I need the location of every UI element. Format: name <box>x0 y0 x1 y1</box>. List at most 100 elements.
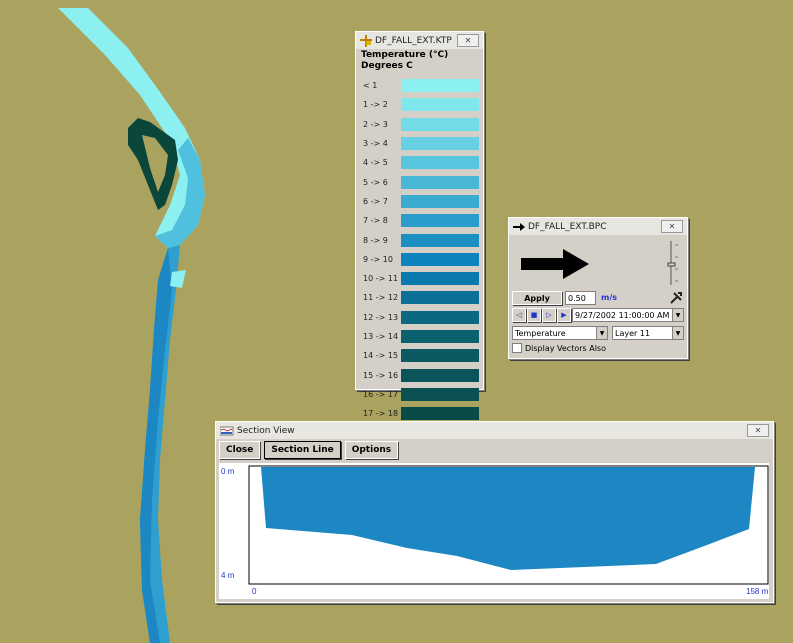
legend-item: 17 -> 18 <box>356 404 483 423</box>
datetime-select[interactable]: 9/27/2002 11:00:00 AM ▼ <box>572 308 684 322</box>
legend-item-label: 9 -> 10 <box>363 254 393 264</box>
section-view-icon <box>220 426 234 435</box>
legend-item-swatch <box>401 272 479 286</box>
y-axis-top-label: 0 m <box>221 467 235 476</box>
legend-window[interactable]: DF_FALL_EXT.KTP ✕ Temperature (°C) Degre… <box>355 31 484 459</box>
legend-item-swatch <box>401 137 479 151</box>
legend-heading-units: Degrees C <box>361 61 413 71</box>
display-vectors-row: Display Vectors Also <box>512 343 606 353</box>
legend-item-swatch <box>401 175 479 189</box>
layer-value: Layer 11 <box>615 328 651 338</box>
legend-title: DF_FALL_EXT.KTP <box>375 35 452 46</box>
datetime-value: 9/27/2002 11:00:00 AM <box>575 310 670 320</box>
legend-item-swatch <box>401 98 479 112</box>
legend-item: 3 -> 4 <box>356 134 483 153</box>
legend-item: 12 -> 13 <box>356 308 483 327</box>
vector-close-button[interactable]: ✕ <box>661 220 683 233</box>
speed-input[interactable]: 0.50 <box>565 291 596 305</box>
legend-item-label: 13 -> 14 <box>363 332 399 341</box>
speed-unit: m/s <box>601 293 618 302</box>
legend-item: 13 -> 14 <box>356 327 483 346</box>
display-vectors-label: Display Vectors Also <box>525 343 606 353</box>
side-channel <box>128 118 178 210</box>
section-title: Section View <box>237 425 295 436</box>
play-button[interactable]: ▶ <box>557 308 571 322</box>
legend-item-label: 1 -> 2 <box>363 100 388 110</box>
legend-item-swatch <box>401 156 479 170</box>
x-axis-right-label: 158 m <box>746 587 769 596</box>
section-close-icon[interactable]: ✕ <box>747 424 769 437</box>
legend-item: 5 -> 6 <box>356 172 483 191</box>
legend-item-label: 15 -> 16 <box>363 370 399 380</box>
legend-item: 4 -> 5 <box>356 153 483 172</box>
legend-item-label: < 1 <box>363 81 378 91</box>
display-vectors-checkbox[interactable] <box>512 343 522 353</box>
legend-item: 6 -> 7 <box>356 192 483 211</box>
section-titlebar[interactable]: Section View ✕ <box>216 422 773 439</box>
legend-item-swatch <box>401 407 479 421</box>
river-lower-edge <box>140 248 172 643</box>
variable-select[interactable]: Temperature ▼ <box>512 326 608 340</box>
legend-item-label: 7 -> 8 <box>363 216 388 226</box>
legend-item: 1 -> 2 <box>356 95 483 114</box>
legend-item: 11 -> 12 <box>356 288 483 307</box>
tools-icon[interactable] <box>669 291 683 305</box>
legend-item-label: 5 -> 6 <box>363 177 388 187</box>
legend-item-swatch <box>401 310 479 324</box>
legend-item-swatch <box>401 349 479 363</box>
legend-item-swatch <box>401 291 479 305</box>
chevron-down-icon: ▼ <box>672 327 683 339</box>
legend-item: 9 -> 10 <box>356 250 483 269</box>
legend-item-label: 2 -> 3 <box>363 119 388 129</box>
legend-item-swatch <box>401 214 479 228</box>
legend-item-swatch <box>401 368 479 382</box>
legend-item-label: 6 -> 7 <box>363 196 388 206</box>
river-middle <box>155 138 205 248</box>
legend-item-label: 8 -> 9 <box>363 235 388 245</box>
legend-item: < 1 <box>356 76 483 95</box>
legend-items: < 1 1 -> 2 2 -> 3 3 -> 4 4 -> 5 5 -> 6 6 -> 7 7… <box>356 76 483 462</box>
legend-titlebar[interactable]: DF_FALL_EXT.KTP ✕ <box>356 32 483 49</box>
vector-titlebar[interactable]: DF_FALL_EXT.BPC ✕ <box>509 218 687 235</box>
layer-select[interactable]: Layer 11 ▼ <box>612 326 684 340</box>
section-plot[interactable]: 0 m 4 m 0 158 m <box>219 463 769 599</box>
legend-item-label: 11 -> 12 <box>363 293 399 303</box>
legend-item: 16 -> 17 <box>356 385 483 404</box>
section-view-window[interactable]: Section View ✕ Close Section Line Option… <box>215 421 774 603</box>
options-button[interactable]: Options <box>344 441 399 459</box>
legend-item-label: 16 -> 17 <box>363 389 399 399</box>
legend-window-icon <box>360 34 372 47</box>
legend-item: 10 -> 11 <box>356 269 483 288</box>
apply-button[interactable]: Apply <box>512 291 562 305</box>
section-water-fill <box>261 467 755 570</box>
arrow-small-icon <box>513 222 525 231</box>
legend-item-swatch <box>401 79 479 93</box>
legend-item-label: 4 -> 5 <box>363 158 388 168</box>
close-button[interactable]: Close <box>219 441 261 459</box>
legend-item-swatch <box>401 387 479 401</box>
legend-close-button[interactable]: ✕ <box>457 34 479 47</box>
legend-item-label: 14 -> 15 <box>363 351 399 361</box>
tributary-inlet <box>170 270 186 288</box>
section-line-button[interactable]: Section Line <box>264 441 341 459</box>
legend-item-label: 10 -> 11 <box>363 274 399 284</box>
playback-controls: ◁ ■ ▷ ▶ <box>512 308 571 322</box>
legend-item: 8 -> 9 <box>356 230 483 249</box>
legend-item: 2 -> 3 <box>356 115 483 134</box>
step-forward-button[interactable]: ▷ <box>542 308 556 322</box>
vector-arrow-icon <box>521 249 589 279</box>
variable-value: Temperature <box>515 328 566 338</box>
y-axis-bottom-label: 4 m <box>221 571 235 580</box>
step-back-button[interactable]: ◁ <box>512 308 526 322</box>
legend-item: 14 -> 15 <box>356 346 483 365</box>
vector-window[interactable]: DF_FALL_EXT.BPC ✕ Apply 0.50 m/s ◁ ■ ▷ ▶… <box>508 217 688 359</box>
legend-item-label: 3 -> 4 <box>363 139 388 149</box>
stop-button[interactable]: ■ <box>527 308 541 322</box>
section-toolbar: Close Section Line Options <box>216 439 773 461</box>
vector-scale-slider[interactable] <box>667 239 681 287</box>
legend-item: 15 -> 16 <box>356 365 483 384</box>
legend-item: 7 -> 8 <box>356 211 483 230</box>
vector-title: DF_FALL_EXT.BPC <box>528 221 607 232</box>
legend-item-swatch <box>401 252 479 266</box>
